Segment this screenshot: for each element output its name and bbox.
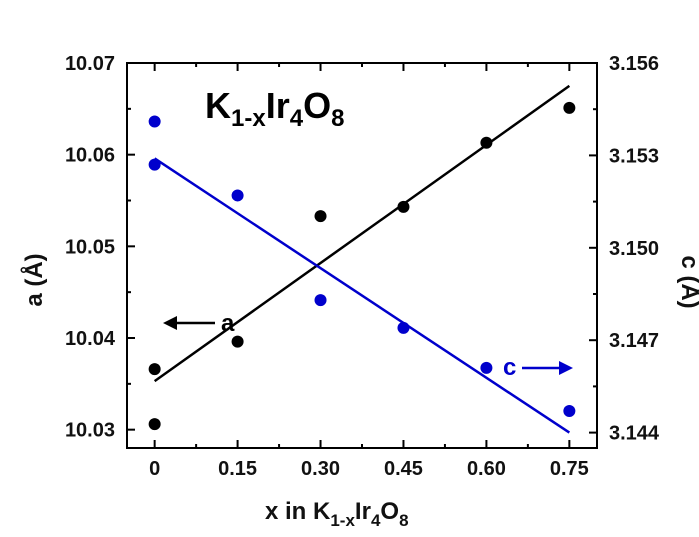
y-axis-label-right: c (Å) [676,255,699,308]
point-c [480,361,493,374]
point-a [314,210,327,223]
y-right-tick-label: 3.156 [609,53,659,75]
point-a [231,335,244,348]
annotation-a-label: a [221,310,235,337]
ticks: 0 0.15 0.30 0.45 0.60 0.75 10.03 10.04 10.05 10.0… [65,53,660,480]
point-a [480,136,493,149]
fit-line-a [153,84,571,383]
data-points [148,101,576,431]
y-left-tick-label: 10.03 [65,420,115,442]
annotation-a-arrow-head [163,316,177,330]
point-c [148,115,161,128]
x-tick-label: 0.45 [384,458,423,480]
point-c [148,158,161,171]
y-left-tick-label: 10.06 [65,145,115,167]
point-a [148,363,161,376]
y-right-tick-label: 3.144 [609,423,660,445]
point-a [397,200,410,213]
point-a [563,101,576,114]
annotation-c-arrow-head [559,361,573,375]
y-right-tick-label: 3.147 [609,330,659,352]
y-right-tick-label: 3.150 [609,238,659,260]
y-right-tick-label: 3.153 [609,145,659,167]
point-a [148,418,161,431]
chart-title: K1-xIr4O8 [205,85,344,132]
point-c [563,405,576,418]
y-left-tick-label: 10.04 [65,328,116,350]
x-tick-label: 0 [149,458,160,480]
x-tick-label: 0.15 [218,458,257,480]
annotation-c-label: c [503,354,516,381]
point-c [231,189,244,202]
plot-frame [126,62,598,449]
x-axis-label: x in K1-xIr4O8 [265,498,409,530]
y-axis-label-left: a (Å) [20,253,48,306]
x-tick-label: 0.30 [301,458,340,480]
y-left-tick-label: 10.05 [65,236,115,258]
fit-line-c [153,157,571,434]
x-tick-label: 0.60 [467,458,506,480]
fit-lines [153,84,571,434]
point-c [397,321,410,334]
x-tick-label: 0.75 [550,458,589,480]
point-c [314,294,327,307]
y-left-tick-label: 10.07 [65,53,115,75]
